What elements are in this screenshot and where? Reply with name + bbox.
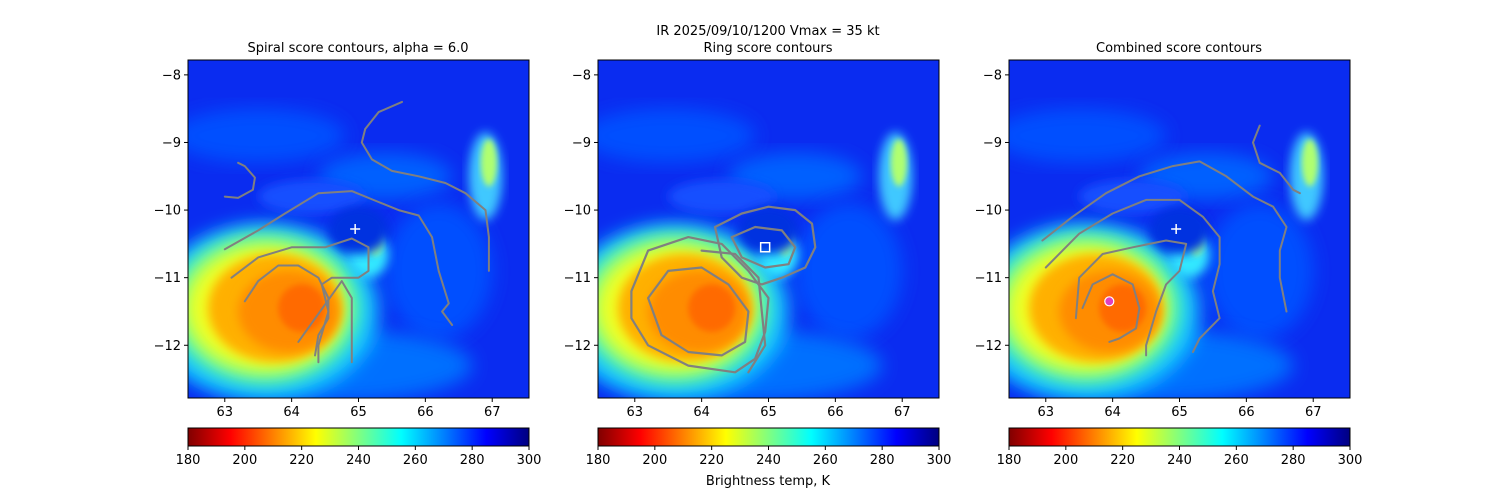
y-tick-label: −10 — [975, 204, 1002, 219]
panel-title-spiral: Spiral score contours, alpha = 6.0 — [247, 41, 468, 56]
y-tick-label: −11 — [975, 271, 1002, 286]
y-tick-label: −9 — [572, 136, 591, 151]
colorbar-tick-label: 220 — [1110, 453, 1135, 468]
x-tick-label: 67 — [484, 405, 501, 420]
colorbar-tick-label: 260 — [813, 453, 838, 468]
colorbar-tick-label: 180 — [586, 453, 611, 468]
y-tick-label: −8 — [162, 68, 181, 83]
contour-line-2 — [630, 236, 770, 374]
contour-line-4 — [360, 100, 490, 272]
x-tick-label: 63 — [627, 405, 644, 420]
contour-line-3 — [647, 266, 750, 357]
colorbar-1: 180 200 220 240 260 280 300 — [586, 427, 952, 468]
y-tick-label: −12 — [975, 339, 1002, 354]
panels: 63 64 65 66 67 −8 −9 −10 −11 −12 63 64 65 66 67 −8 −9 −10… — [154, 59, 1351, 420]
colorbar-tick-label: 220 — [699, 453, 724, 468]
y-tick-label: −12 — [564, 339, 591, 354]
contour-line-4 — [1081, 273, 1141, 343]
score-contours — [1041, 124, 1301, 357]
contour-line-3 — [243, 264, 330, 357]
colorbar-tick-label: 240 — [346, 453, 371, 468]
colorbar-label: Brightness temp, K — [706, 474, 831, 489]
contour-line-4 — [700, 249, 767, 374]
panel-1: 63 64 65 66 67 −8 −9 −10 −11 −12 — [564, 59, 940, 420]
colorbar-tick-label: 180 — [997, 453, 1022, 468]
colorbar-tick-label: 240 — [1167, 453, 1192, 468]
contour-line-3 — [1074, 239, 1188, 357]
x-tick-label: 64 — [283, 405, 300, 420]
y-tick-label: −11 — [564, 271, 591, 286]
center-cross-marker — [350, 224, 361, 234]
contour-line-2 — [1044, 198, 1221, 353]
center-circle-marker — [1104, 296, 1115, 307]
brightness-temperature-image — [188, 60, 529, 398]
colorbar-tick-label: 260 — [1224, 453, 1249, 468]
x-tick-label: 64 — [1104, 405, 1121, 420]
colorbar-0: 180 200 220 240 260 280 300 — [176, 427, 542, 468]
panel-0: 63 64 65 66 67 −8 −9 −10 −11 −12 — [154, 59, 530, 420]
colorbars: 180 200 220 240 260 280 300 180 200 220 240 260 280 3… — [176, 427, 1363, 468]
panel-title-combined: Combined score contours — [1096, 41, 1262, 56]
y-tick-label: −9 — [983, 136, 1002, 151]
figure-suptitle: IR 2025/09/10/1200 Vmax = 35 kt — [656, 24, 879, 39]
contour-line-1 — [223, 190, 454, 326]
colorbar-tick-label: 300 — [517, 453, 542, 468]
y-tick-label: −12 — [154, 339, 181, 354]
panel-title-ring: Ring score contours — [703, 41, 832, 56]
y-tick-label: −8 — [983, 68, 1002, 83]
x-tick-label: 63 — [217, 405, 234, 420]
colorbar-tick-label: 240 — [756, 453, 781, 468]
colorbar-tick-label: 300 — [1338, 453, 1363, 468]
x-tick-label: 65 — [1171, 405, 1188, 420]
panel-2: 63 64 65 66 67 −8 −9 −10 −11 −12 — [975, 59, 1351, 420]
colorbar-2: 180 200 220 240 260 280 300 — [997, 427, 1363, 468]
x-tick-label: 65 — [760, 405, 777, 420]
y-tick-label: −11 — [154, 271, 181, 286]
colorbar-tick-label: 200 — [642, 453, 667, 468]
contour-line-0 — [223, 161, 256, 199]
contour-line-0 — [713, 205, 817, 286]
colorbar-tick-label: 200 — [232, 453, 257, 468]
x-tick-label: 63 — [1038, 405, 1055, 420]
center-square-marker — [759, 242, 771, 253]
y-tick-label: −9 — [162, 136, 181, 151]
center-cross-marker — [1171, 224, 1182, 234]
x-tick-label: 66 — [417, 405, 434, 420]
y-tick-label: −8 — [572, 68, 591, 83]
contour-line-1 — [730, 225, 797, 269]
colorbar-tick-label: 280 — [870, 453, 895, 468]
colorbar-tick-label: 220 — [289, 453, 314, 468]
colorbar-tick-label: 260 — [403, 453, 428, 468]
brightness-temperature-image — [598, 60, 939, 398]
y-tick-label: −10 — [564, 204, 591, 219]
contour-line-0 — [1252, 124, 1301, 195]
y-tick-label: −10 — [154, 204, 181, 219]
x-tick-label: 67 — [894, 405, 911, 420]
brightness-temperature-image — [1009, 60, 1350, 398]
x-tick-label: 66 — [1238, 405, 1255, 420]
contour-line-1 — [1041, 160, 1288, 313]
colorbar-tick-label: 280 — [1281, 453, 1306, 468]
x-tick-label: 67 — [1305, 405, 1322, 420]
colorbar-tick-label: 300 — [927, 453, 952, 468]
colorbar-tick-label: 180 — [176, 453, 201, 468]
score-contours — [630, 205, 817, 374]
x-tick-label: 65 — [350, 405, 367, 420]
colorbar-tick-label: 280 — [460, 453, 485, 468]
score-contours — [223, 100, 490, 364]
colorbar-tick-label: 200 — [1053, 453, 1078, 468]
x-tick-label: 66 — [827, 405, 844, 420]
x-tick-label: 64 — [693, 405, 710, 420]
contour-line-5 — [297, 280, 353, 364]
